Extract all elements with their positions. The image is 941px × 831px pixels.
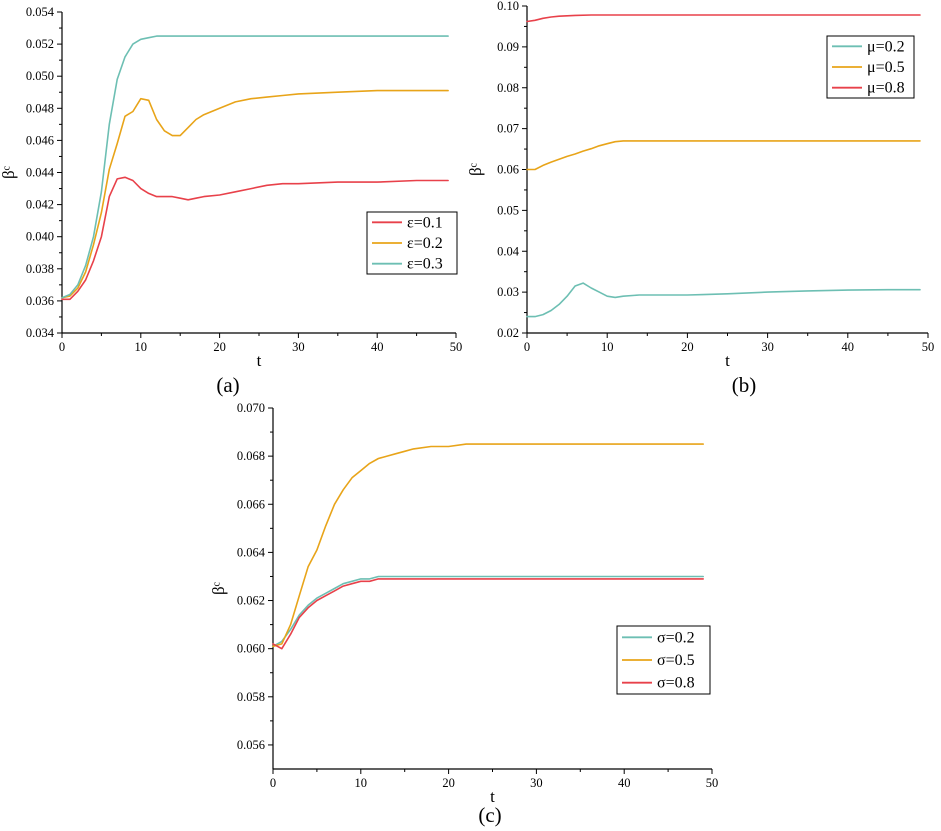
series-line-1 (272, 575, 704, 648)
x-tick-label: 10 (135, 340, 148, 354)
legend-label: μ=0.5 (867, 59, 905, 76)
x-tick-label: 0 (270, 776, 276, 790)
y-tick-label: 0.052 (26, 37, 54, 51)
x-tick-label: 20 (442, 776, 455, 790)
series-line-3 (272, 578, 704, 650)
y-tick-label: 0.02 (497, 326, 519, 340)
x-tick-label: 50 (922, 340, 935, 354)
y-tick-label: 0.034 (26, 326, 55, 340)
series-line-2 (272, 443, 704, 648)
series-line-2 (61, 89, 449, 299)
y-tick-label: 0.058 (237, 690, 265, 704)
legend-label: μ=0.2 (867, 38, 905, 55)
y-tick-label: 0.068 (237, 449, 265, 463)
x-tick-label: 10 (601, 340, 614, 354)
legend-label: σ=0.8 (657, 675, 695, 692)
x-tick-label: 40 (842, 340, 855, 354)
y-tick-label: 0.06 (497, 163, 519, 177)
y-tick-label: 0.038 (26, 262, 54, 276)
legend: σ=0.2 σ=0.5 σ=0.8 (616, 625, 711, 695)
y-tick-label: 0.050 (26, 69, 54, 83)
x-tick-label: 0 (524, 340, 530, 354)
y-tick-label: 0.07 (497, 122, 519, 136)
series-line-3 (61, 35, 449, 299)
y-tick-label: 0.09 (497, 40, 519, 54)
y-tick-label: 0.062 (237, 594, 265, 608)
series-line-1 (526, 282, 921, 318)
y-tick-label: 0.048 (26, 101, 54, 115)
y-tick-label: 0.042 (26, 198, 54, 212)
y-axis-label: βᶜ (0, 165, 18, 179)
x-tick-label: 30 (292, 340, 305, 354)
chart-panel-a: 0.034 0.036 0.038 0.040 0.042 0.044 0.046 0.048… (0, 5, 462, 397)
y-tick-label: 0.044 (26, 166, 55, 180)
legend: ε=0.1 ε=0.2 ε=0.3 (366, 211, 458, 275)
y-tick-label: 0.08 (497, 81, 519, 95)
x-axis-label: t (257, 351, 262, 370)
y-tick-label: 0.036 (26, 294, 54, 308)
y-tick-label: 0.070 (237, 401, 265, 415)
y-tick-label: 0.05 (497, 203, 519, 217)
y-tick-label: 0.054 (26, 5, 55, 19)
series-line-2 (526, 140, 921, 171)
y-tick-label: 0.060 (237, 642, 265, 656)
y-tick-label: 0.10 (497, 0, 519, 13)
chart-panel-c: 0.056 0.058 0.060 0.062 0.064 0.066 0.068 0.070… (209, 401, 718, 827)
x-tick-label: 10 (355, 776, 368, 790)
legend-label: σ=0.5 (657, 652, 695, 669)
y-tick-label: 0.056 (237, 738, 265, 752)
legend-label: σ=0.2 (657, 629, 695, 646)
y-tick-label: 0.040 (26, 230, 54, 244)
x-tick-label: 20 (213, 340, 226, 354)
x-tick-label: 40 (618, 776, 631, 790)
x-tick-label: 50 (706, 776, 719, 790)
y-axis-label: βᶜ (209, 581, 228, 595)
y-tick-label: 0.066 (237, 497, 265, 511)
panel-label: (a) (216, 373, 239, 397)
series-line-3 (526, 14, 921, 23)
legend: μ=0.2 μ=0.5 μ=0.8 (826, 35, 915, 99)
x-tick-label: 0 (59, 340, 65, 354)
x-tick-label: 50 (450, 340, 463, 354)
x-tick-label: 30 (530, 776, 543, 790)
panel-label: (b) (732, 373, 757, 397)
x-axis-label: t (725, 351, 730, 370)
series-line-1 (61, 176, 449, 301)
x-tick-label: 30 (761, 340, 774, 354)
y-axis-label: βᶜ (466, 162, 485, 176)
x-axis-label: t (490, 787, 495, 806)
y-tick-label: 0.04 (497, 244, 520, 258)
panel-label: (c) (478, 803, 501, 827)
y-tick-label: 0.046 (26, 133, 54, 147)
legend-label: ε=0.1 (407, 214, 443, 231)
x-tick-label: 20 (681, 340, 694, 354)
y-tick-label: 0.064 (237, 545, 266, 559)
legend-label: ε=0.3 (407, 256, 443, 273)
y-tick-label: 0.03 (497, 285, 519, 299)
legend-label: μ=0.8 (867, 80, 905, 97)
legend-label: ε=0.2 (407, 235, 443, 252)
chart-panel-b: 0.02 0.03 0.04 0.05 0.06 0.07 0.08 0.09 0.10 0 10 2… (466, 0, 934, 397)
x-tick-label: 40 (371, 340, 384, 354)
